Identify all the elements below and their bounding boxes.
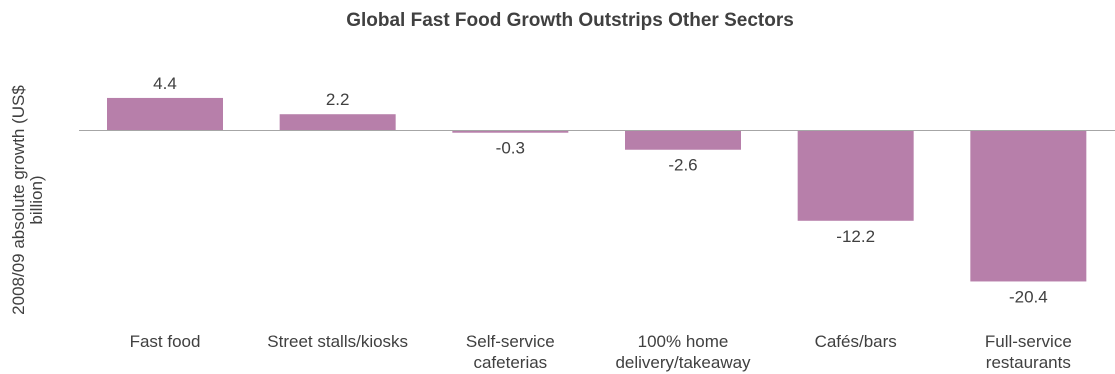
data-label-100-home-delivery-takeaway: -2.6 (668, 156, 697, 175)
bar-fast-food (107, 97, 223, 131)
data-label-street-stalls-kiosks: 2.2 (326, 90, 350, 109)
data-labels: 4.4 2.2 -0.3 -2.6 -12.2 -20.4 (153, 74, 1048, 307)
data-label-self-service-cafeterias: -0.3 (496, 139, 525, 158)
bar-100-home-delivery-takeaway (625, 130, 741, 150)
x-tick-labels: Fast food Street stalls/kiosks Self-servic… (130, 332, 1072, 372)
bar-street-stalls-kiosks (279, 114, 396, 131)
bar-caf-s-bars (797, 130, 914, 221)
tick-label-full-service-restaurants: Full-service restaurants (985, 332, 1072, 372)
data-label-full-service-restaurants: -20.4 (1009, 287, 1048, 306)
tick-label-street-stalls-kiosks: Street stalls/kiosks (267, 332, 408, 351)
data-label-caf-s-bars: -12.2 (836, 227, 875, 246)
tick-label-self-service-cafeterias: Self-service cafeterias (466, 332, 555, 372)
bar-self-service-cafeterias (452, 130, 569, 133)
tick-label-100-home-delivery-takeaway: 100% home delivery/takeaway (615, 332, 751, 372)
y-axis-label-text: 2008/09 absolute growth (US$billion) (9, 85, 46, 315)
data-label-fast-food: 4.4 (153, 74, 177, 93)
bars (107, 97, 1087, 282)
tick-label-fast-food: Fast food (130, 332, 201, 351)
chart-title: Global Fast Food Growth Outstrips Other … (346, 10, 794, 31)
tick-label-caf-s-bars: Cafés/bars (815, 332, 897, 351)
bar-full-service-restaurants (970, 130, 1087, 282)
y-axis-label: 2008/09 absolute growth (US$billion) (9, 85, 46, 315)
